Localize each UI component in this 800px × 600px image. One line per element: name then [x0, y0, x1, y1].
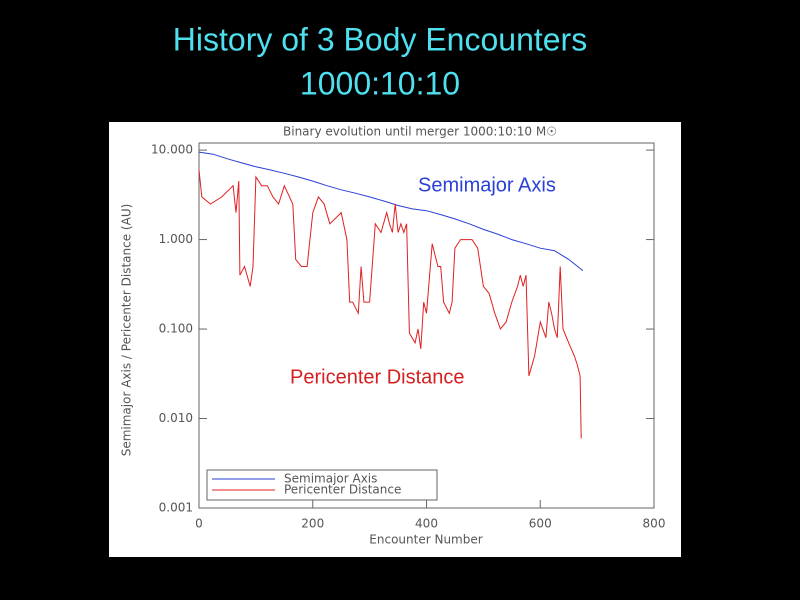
y-axis-label: Semimajor Axis / Pericenter Distance (AU… [120, 204, 134, 457]
slide-title: History of 3 Body Encounters [173, 21, 587, 57]
x-tick-label: 400 [415, 517, 438, 531]
legend-box [206, 469, 438, 501]
annotation: Pericenter Distance [290, 366, 465, 388]
slide-subtitle: 1000:10:10 [300, 65, 460, 101]
chart-title: Binary evolution until merger 1000:10:10… [283, 125, 557, 139]
y-tick-label: 1.000 [159, 232, 193, 246]
x-tick-label: 600 [529, 517, 552, 531]
x-tick-label: 200 [301, 517, 324, 531]
series-line [198, 169, 582, 439]
legend-label: Pericenter Distance [284, 483, 401, 497]
annotation: Semimajor Axis [418, 174, 556, 196]
y-tick-label: 0.100 [159, 322, 193, 336]
plot-panel [109, 122, 681, 557]
x-tick-label: 800 [643, 517, 666, 531]
y-tick-label: 0.001 [159, 501, 193, 515]
x-axis-label: Encounter Number [369, 533, 482, 547]
series-line [198, 151, 584, 271]
legend-label: Semimajor Axis [284, 472, 377, 486]
x-tick-label: 0 [195, 517, 203, 531]
y-tick-label: 10.000 [151, 143, 193, 157]
y-tick-label: 0.010 [159, 411, 193, 425]
